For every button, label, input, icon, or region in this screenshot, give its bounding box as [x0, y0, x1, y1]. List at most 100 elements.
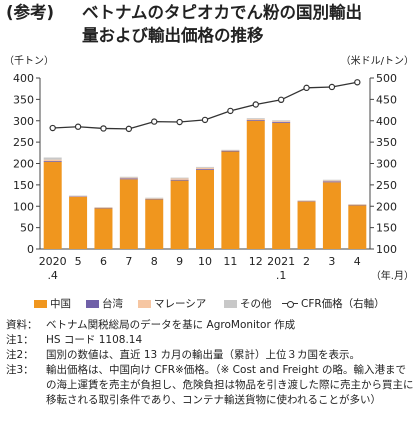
x-tick-label-sub: .4	[47, 269, 58, 282]
bar-malaysia	[322, 180, 341, 182]
x-tick-label: 12	[249, 255, 263, 268]
legend-china-label: 中国	[50, 298, 71, 310]
bar-china	[119, 179, 138, 249]
legend-taiwan: 台湾	[86, 296, 123, 311]
x-tick-label: 9	[176, 255, 183, 268]
note-label: 注1：	[6, 334, 34, 346]
bar-other	[322, 179, 341, 181]
bar-china	[69, 196, 88, 249]
cfr-price-point	[227, 107, 234, 115]
legend-malaysia-swatch	[138, 299, 151, 308]
cfr-price-point	[151, 118, 158, 125]
bar-other	[170, 177, 189, 179]
bar-china	[272, 122, 291, 249]
bar-malaysia	[196, 167, 214, 170]
right-tick-label: 250	[376, 179, 397, 192]
right-tick-label: 500	[376, 72, 397, 85]
x-tick-label: 2020	[39, 255, 67, 268]
x-tick-label: 6	[100, 255, 107, 268]
x-tick-label: 10	[198, 255, 212, 268]
legend-other-swatch	[224, 299, 237, 308]
bar-malaysia	[246, 119, 265, 120]
legend-cfr-swatch	[282, 300, 298, 308]
bar-taiwan	[170, 179, 189, 181]
chart-legend: 中国 台湾 マレーシア その他 CFR価格（右軸）	[20, 296, 420, 310]
legend-malaysia: マレーシア	[138, 296, 206, 311]
cfr-price-point	[100, 125, 107, 132]
title-line-1: ベトナムのタピオカでん粉の国別輸出	[82, 3, 363, 22]
cfr-price-point	[354, 79, 361, 86]
left-tick-label: 300	[13, 115, 34, 128]
left-tick-label: 200	[13, 158, 34, 171]
legend-cfr: CFR価格（右軸）	[282, 296, 385, 311]
left-tick-label: 100	[13, 200, 34, 213]
x-tick-label: 7	[125, 255, 132, 268]
notes: 資料： ベトナム関税総局のデータを基に AgroMonitor 作成 注1： H…	[6, 318, 416, 408]
note-source: 資料： ベトナム関税総局のデータを基に AgroMonitor 作成	[6, 318, 416, 333]
cfr-price-point	[125, 125, 133, 133]
bar-malaysia	[272, 121, 291, 123]
right-tick-label: 200	[376, 200, 397, 213]
bar-taiwan	[196, 169, 214, 170]
bar-other	[43, 157, 62, 160]
bar-malaysia	[170, 178, 189, 180]
bar-china	[145, 199, 164, 249]
legend-china: 中国	[34, 296, 71, 311]
right-tick-label: 350	[376, 136, 397, 149]
left-axis-unit: （千トン）	[4, 55, 54, 67]
cfr-price-point	[328, 83, 336, 91]
left-tick-label: 400	[13, 72, 34, 85]
cfr-price-point	[176, 118, 183, 126]
legend-other-label: その他	[240, 298, 272, 310]
left-tick-label: 0	[27, 243, 34, 256]
cfr-price-point	[277, 96, 285, 104]
bar-china	[94, 208, 113, 249]
x-tick-label: 4	[354, 255, 361, 268]
note-label: 注2：	[6, 349, 34, 361]
stacked-bar-line-chart: （千トン） （米ドル/トン） 0 50 100 150 200 250 300 350 400 100…	[4, 54, 414, 282]
title-prefix: (参考)	[6, 3, 55, 22]
bar-china	[246, 120, 265, 249]
left-tick-label: 150	[13, 179, 34, 192]
x-tick-label-sub: .1	[276, 269, 287, 282]
bar-taiwan	[221, 150, 240, 152]
legend-cfr-label: CFR価格（右軸）	[301, 298, 385, 310]
bar-china	[170, 180, 189, 249]
x-tick-label: 2021	[267, 255, 295, 268]
note-3: 注3： 輸出価格は、中国向け CFR※価格。（※ Cost and Freigh…	[6, 363, 416, 408]
left-tick-label: 250	[13, 136, 34, 149]
x-tick-label: 11	[223, 255, 237, 268]
cfr-price-point	[74, 123, 82, 130]
legend-taiwan-swatch	[86, 299, 99, 308]
note-label: 注3：	[6, 364, 34, 376]
bar-other	[145, 197, 164, 199]
x-tick-label: 8	[151, 255, 158, 268]
bar-taiwan	[43, 160, 62, 162]
legend-other: その他	[224, 296, 272, 311]
x-axis-unit: （年.月）	[371, 269, 414, 282]
x-tick-label: 2	[303, 255, 310, 268]
bar-taiwan	[246, 119, 265, 121]
left-tick-label: 350	[13, 93, 34, 106]
right-tick-label: 100	[376, 243, 397, 256]
cfr-price-point	[201, 116, 209, 124]
note-text: ベトナム関税総局のデータを基に AgroMonitor 作成	[46, 319, 296, 331]
bar-other	[119, 176, 138, 178]
bar-taiwan	[272, 122, 291, 123]
bar-china	[348, 205, 367, 249]
note-2: 注2： 国別の数値は、直近 13 カ月の輸出量（累計）上位３カ国を表示。	[6, 348, 416, 363]
legend-malaysia-label: マレーシア	[154, 298, 207, 310]
bar-malaysia	[43, 159, 62, 161]
title-line-2: 量および輸出価格の推移	[82, 26, 264, 45]
bar-china	[221, 151, 240, 249]
cfr-price-point	[252, 101, 259, 108]
bar-other	[196, 166, 214, 168]
bar-china	[43, 161, 62, 249]
note-label: 資料：	[6, 319, 38, 331]
bar-taiwan	[322, 181, 341, 183]
bar-malaysia	[119, 177, 138, 179]
right-axis-unit: （米ドル/トン）	[341, 54, 414, 67]
left-tick-label: 50	[20, 222, 34, 235]
right-tick-label: 150	[376, 222, 397, 235]
legend-china-swatch	[34, 299, 47, 308]
